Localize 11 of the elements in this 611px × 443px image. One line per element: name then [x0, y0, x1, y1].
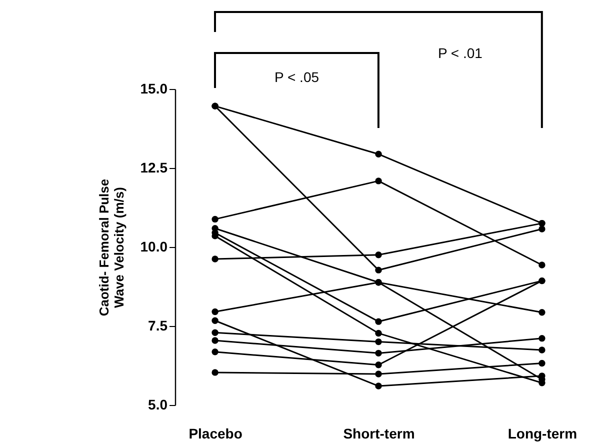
y-tick-label: 10.0 — [140, 238, 168, 254]
y-tick-label: 7.5 — [148, 318, 168, 334]
x-tick-label: Long-term — [508, 426, 578, 442]
y-axis-title: Caotid- Femoral Pulse Wave Velocity (m/s) — [96, 178, 126, 316]
text: P < .01 — [438, 45, 482, 61]
y-tick-label: 15.0 — [140, 80, 168, 96]
y-tick-label: 12.5 — [140, 160, 168, 176]
x-tick-label: Placebo — [188, 426, 242, 442]
text: P < .05 — [274, 69, 320, 85]
x-tick-label: Short-term — [343, 426, 415, 442]
y-tick-label: 5.0 — [148, 396, 168, 412]
